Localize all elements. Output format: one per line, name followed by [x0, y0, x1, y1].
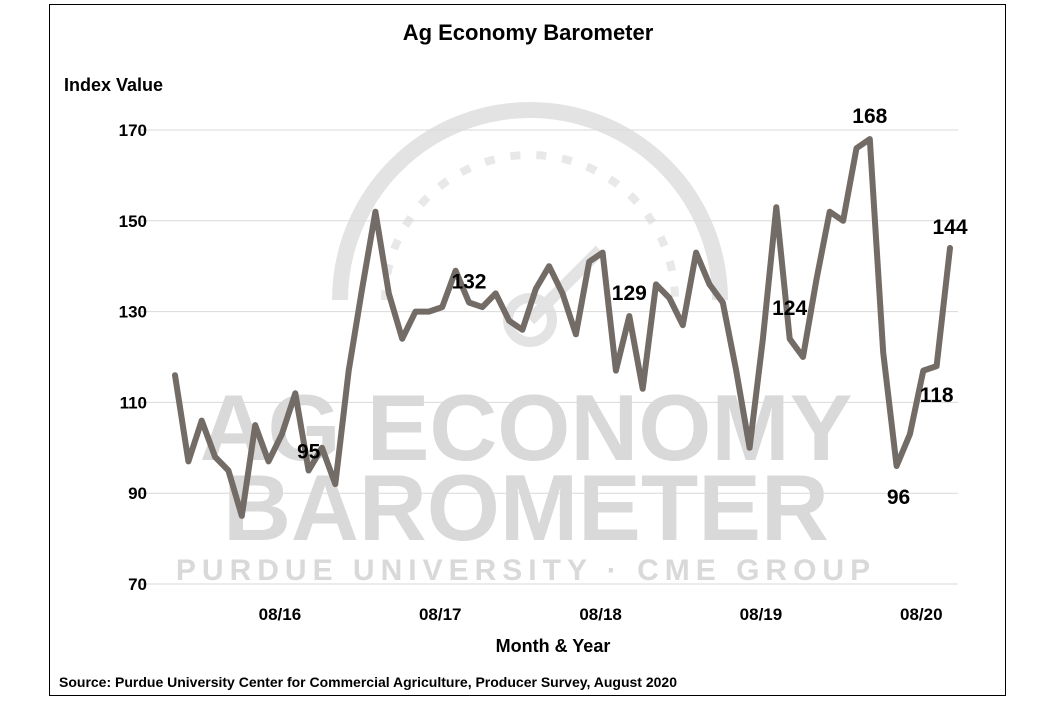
y-tick-label: 110: [120, 393, 147, 412]
y-tick-label: 170: [119, 121, 147, 140]
data-point: [241, 515, 242, 516]
series-line-path: [172, 136, 953, 519]
data-point: [562, 293, 563, 294]
data-point: [495, 293, 496, 294]
x-tick-label: 08/17: [419, 605, 462, 624]
x-axis-label: Month & Year: [496, 636, 611, 656]
data-label: 95: [297, 441, 321, 464]
data-point: [629, 316, 630, 317]
data-point: [936, 366, 937, 367]
data-point: [869, 139, 870, 140]
data-point: [883, 352, 884, 353]
data-point: [776, 207, 777, 208]
x-tick-label: 08/18: [579, 605, 622, 624]
data-point: [308, 470, 309, 471]
data-point: [375, 211, 376, 212]
data-point: [856, 148, 857, 149]
data-point: [175, 375, 176, 376]
series-line: [172, 136, 953, 519]
data-point: [762, 338, 763, 339]
watermark-line-2: BAROMETER: [223, 455, 829, 560]
y-tick-label: 90: [128, 484, 147, 503]
data-point: [789, 338, 790, 339]
data-point: [201, 420, 202, 421]
data-point: [482, 307, 483, 308]
source-note: Source: Purdue University Center for Com…: [59, 674, 677, 690]
data-point: [255, 425, 256, 426]
data-point: [509, 320, 510, 321]
data-point: [549, 266, 550, 267]
y-tick-label: 130: [119, 303, 147, 322]
watermark-line-3: PURDUE UNIVERSITY · CME GROUP: [176, 554, 876, 587]
data-label: 96: [887, 486, 910, 509]
data-point: [602, 252, 603, 253]
data-point: [656, 284, 657, 285]
x-tick-label: 08/20: [900, 605, 943, 624]
gridlines: [140, 129, 958, 585]
data-point: [909, 434, 910, 435]
data-point: [442, 307, 443, 308]
data-point: [923, 370, 924, 371]
data-point: [535, 288, 536, 289]
data-point: [696, 252, 697, 253]
data-label: 132: [451, 271, 486, 294]
data-point: [736, 370, 737, 371]
data-point: [388, 293, 389, 294]
data-label: 118: [920, 384, 954, 407]
data-point: [950, 248, 951, 249]
chart-title: Ag Economy Barometer: [403, 20, 654, 45]
data-point: [816, 279, 817, 280]
data-point: [522, 329, 523, 330]
y-tick-label: 70: [128, 575, 147, 594]
x-tick-labels: 08/16 08/17 08/18 08/19 08/20: [259, 605, 943, 624]
data-point: [188, 461, 189, 462]
y-tick-label: 150: [119, 212, 147, 231]
data-point: [228, 470, 229, 471]
data-label: 124: [772, 297, 807, 320]
data-point: [281, 434, 282, 435]
data-point: [669, 297, 670, 298]
data-point: [428, 311, 429, 312]
y-axis-label: Index Value: [64, 75, 163, 95]
watermark: AG ECONOMY BAROMETER PURDUE UNIVERSITY ·…: [176, 102, 876, 587]
data-label: 129: [612, 282, 647, 305]
y-tick-labels: 70 90 110 130 150 170: [119, 121, 147, 594]
data-point: [803, 357, 804, 358]
data-point: [215, 456, 216, 457]
data-point: [335, 484, 336, 485]
data-point: [843, 220, 844, 221]
data-point: [829, 211, 830, 212]
data-point: [268, 461, 269, 462]
data-point: [749, 447, 750, 448]
data-point: [709, 284, 710, 285]
data-point: [615, 370, 616, 371]
data-point: [362, 288, 363, 289]
x-tick-label: 08/19: [740, 605, 783, 624]
data-point: [348, 370, 349, 371]
data-point: [402, 338, 403, 339]
data-label: 144: [932, 216, 967, 239]
data-point: [415, 311, 416, 312]
data-point: [682, 325, 683, 326]
data-point: [896, 465, 897, 466]
data-point: [722, 302, 723, 303]
data-point: [589, 261, 590, 262]
data-labels: 95 132 129 124 168 96 118 144: [297, 105, 968, 509]
data-point: [642, 388, 643, 389]
data-label: 168: [852, 105, 887, 128]
chart-frame: [49, 4, 1006, 696]
data-point: [295, 393, 296, 394]
data-point: [468, 302, 469, 303]
data-point: [321, 447, 322, 448]
x-tick-label: 08/16: [259, 605, 302, 624]
data-point: [575, 334, 576, 335]
